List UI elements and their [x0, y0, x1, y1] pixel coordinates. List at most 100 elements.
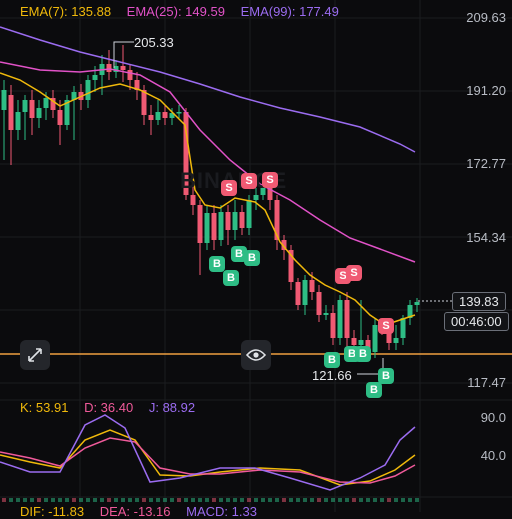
ema7-line: [0, 72, 416, 326]
candle-body: [253, 195, 259, 200]
candle-body: [274, 200, 280, 240]
candle-body: [176, 112, 182, 114]
macd-bar: [310, 498, 314, 502]
macd-bar: [261, 498, 265, 502]
candle-body: [309, 280, 315, 292]
toggle-visibility-button[interactable]: [241, 340, 271, 370]
kdj-d-line: [0, 437, 416, 484]
ema99-line: [0, 26, 416, 153]
candle-body: [316, 292, 322, 315]
macd-bar: [107, 498, 111, 502]
buy-marker[interactable]: B: [324, 352, 340, 368]
macd-bar: [380, 498, 384, 502]
candle-body: [393, 338, 399, 343]
ema-legend: EMA(7): 135.88 EMA(25): 149.59 EMA(99): …: [20, 4, 351, 19]
candle-body: [211, 213, 217, 240]
candle-body: [372, 325, 378, 352]
candle-body: [141, 90, 147, 115]
macd-bar: [401, 498, 405, 502]
kdj-j-line: [0, 414, 416, 491]
price-tick: 209.63: [466, 10, 506, 25]
kdj-k-line: [0, 429, 416, 486]
buy-marker[interactable]: B: [244, 250, 260, 266]
countdown-tag: 00:46:00: [444, 312, 509, 331]
candle-body: [127, 70, 133, 80]
macd-bar: [226, 498, 230, 502]
macd-bar: [373, 498, 377, 502]
macd-bar: [184, 498, 188, 502]
candle-body: [120, 66, 126, 70]
buy-marker[interactable]: B: [378, 368, 394, 384]
macd-bar: [268, 498, 272, 502]
macd-bar: [247, 498, 251, 502]
macd-bar: [408, 498, 412, 502]
candle-body: [1, 90, 7, 110]
macd-bar: [338, 498, 342, 502]
macd-bar: [51, 498, 55, 502]
kdj-axis-tick: 40.0: [480, 448, 506, 463]
macd-bar: [345, 498, 349, 502]
price-tick: 191.20: [466, 83, 506, 98]
candle-body: [288, 250, 294, 282]
sell-marker[interactable]: S: [378, 318, 394, 334]
expand-button[interactable]: [20, 340, 50, 370]
ema99-label: EMA(99): 177.49: [240, 4, 339, 19]
ema25-line: [0, 61, 416, 263]
macd-bar: [205, 498, 209, 502]
macd-bar: [366, 498, 370, 502]
macd-bar: [128, 498, 132, 502]
candle-body: [386, 330, 392, 343]
candle-body: [302, 280, 308, 305]
candle-body: [351, 338, 357, 345]
macd-bar: [2, 498, 6, 502]
macd-bar: [163, 498, 167, 502]
macd-bar: [219, 498, 223, 502]
macd-bar: [303, 498, 307, 502]
candle-body: [71, 92, 77, 100]
candle-body: [155, 112, 161, 120]
candle-body: [260, 188, 266, 195]
candle-body: [64, 100, 70, 125]
candle-body: [337, 300, 343, 338]
macd-bar: [394, 498, 398, 502]
sell-marker[interactable]: S: [346, 265, 362, 281]
buy-marker[interactable]: B: [355, 346, 371, 362]
expand-icon: [28, 348, 42, 362]
candle-body: [344, 300, 350, 338]
candle-body: [85, 80, 91, 100]
buy-marker[interactable]: B: [209, 256, 225, 272]
buy-marker[interactable]: B: [366, 382, 382, 398]
macd-bar: [149, 498, 153, 502]
candle-body: [183, 112, 189, 195]
macd-bar: [16, 498, 20, 502]
candle-body: [225, 212, 231, 230]
macd-bar: [198, 498, 202, 502]
macd-bar: [65, 498, 69, 502]
price-tick: 172.77: [466, 156, 506, 171]
macd-bar: [296, 498, 300, 502]
candle-body: [106, 64, 112, 72]
buy-marker[interactable]: B: [223, 270, 239, 286]
high-price-label: 205.33: [134, 35, 174, 50]
macd-bar: [177, 498, 181, 502]
price-tick: 154.34: [466, 230, 506, 245]
macd-bar: [86, 498, 90, 502]
sell-marker[interactable]: S: [221, 180, 237, 196]
candle-body: [218, 212, 224, 240]
buy-marker[interactable]: B: [231, 246, 247, 262]
candle-body: [400, 318, 406, 338]
macd-bar: [44, 498, 48, 502]
candle-body: [267, 188, 273, 200]
candle-body: [232, 212, 238, 230]
kdj-k-value: K: 53.91: [20, 400, 69, 415]
sell-marker[interactable]: S: [262, 172, 278, 188]
macd-bar: [324, 498, 328, 502]
macd-bar: [93, 498, 97, 502]
macd-bar: [191, 498, 195, 502]
candle-body: [134, 80, 140, 90]
candle-body: [22, 100, 28, 112]
macd-bar: [79, 498, 83, 502]
macd-bar: [170, 498, 174, 502]
macd-bar: [233, 498, 237, 502]
sell-marker[interactable]: S: [241, 173, 257, 189]
